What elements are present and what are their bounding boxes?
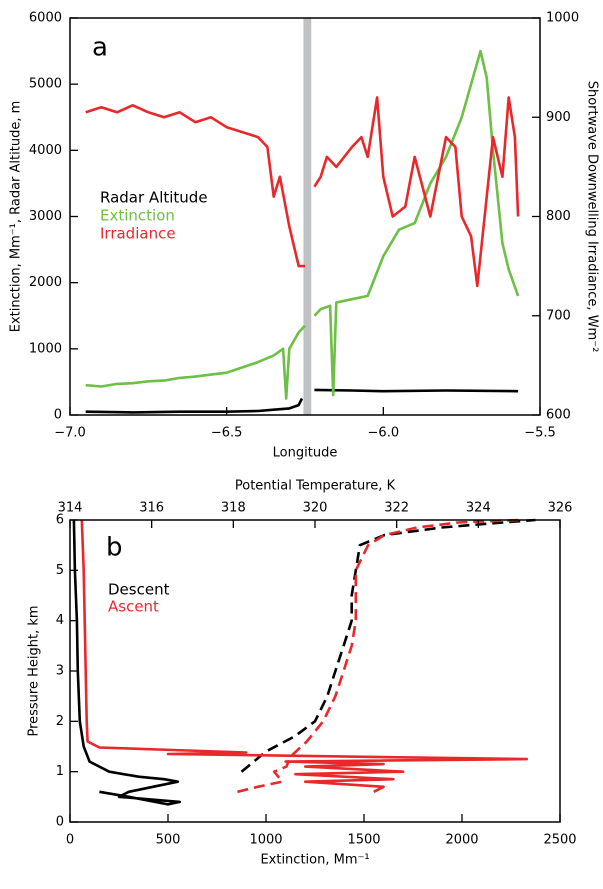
y2-tick-label: 800 (546, 209, 571, 224)
y2-tick-label: 700 (546, 308, 571, 323)
x-tick-label: −7.0 (54, 426, 86, 441)
panel-label: b (106, 533, 123, 563)
y-tick-label: 6000 (29, 11, 62, 26)
y-tick-label: 0 (54, 408, 62, 423)
series-line (85, 96, 520, 288)
x2-tick-label: 322 (384, 501, 409, 516)
y-tick-label: 5000 (29, 77, 62, 92)
x2-tick-label: 320 (303, 501, 328, 516)
x2-tick-label: 316 (139, 501, 164, 516)
x-tick-label: −6.0 (368, 426, 400, 441)
y-tick-label: 2000 (29, 275, 62, 290)
legend-entry: Radar Altitude (100, 189, 208, 207)
y-tick-label: 2 (56, 714, 64, 729)
y-tick-label: 4000 (29, 143, 62, 158)
legend-entry: Extinction (100, 207, 175, 225)
x2-tick-label: 318 (221, 501, 246, 516)
x-tick-label: 0 (66, 833, 74, 848)
y2-tick-label: 600 (546, 408, 571, 423)
series-line (85, 388, 519, 414)
legend-entry: Ascent (108, 598, 159, 616)
y-tick-label: 5 (56, 563, 64, 578)
x-tick-label: 2500 (543, 833, 576, 848)
series-line (72, 519, 182, 806)
y-tick-label: 4 (56, 613, 64, 628)
y2-tick-label: 1000 (546, 11, 579, 26)
y-tick-label: 3000 (29, 209, 62, 224)
x-axis-label: Longitude (273, 446, 338, 461)
series-line (240, 518, 536, 773)
y-axis-label: Pressure Height, km (27, 605, 42, 736)
shaded-region (303, 18, 312, 415)
y-tick-label: 3 (56, 664, 64, 679)
panel-label: a (92, 33, 108, 63)
y-tick-label: 1 (56, 764, 64, 779)
x2-tick-label: 326 (548, 501, 573, 516)
series-line (237, 518, 520, 794)
x-tick-label: −5.5 (524, 426, 556, 441)
series-line (80, 519, 528, 793)
y2-axis-label: Shortwave Downwelling Irradiance, Wm⁻² (585, 81, 600, 353)
y-tick-label: 6 (56, 513, 64, 528)
x-tick-label: −6.5 (211, 426, 243, 441)
legend-entry: Descent (108, 581, 170, 599)
x-tick-label: 1500 (347, 833, 380, 848)
x-tick-label: 1000 (249, 833, 282, 848)
legend-entry: Irradiance (100, 225, 176, 243)
y-axis-label: Extinction, Mm⁻¹, Radar Altitude, m (9, 101, 24, 333)
x2-tick-label: 314 (58, 501, 83, 516)
x2-tick-label: 324 (466, 501, 491, 516)
y2-tick-label: 900 (546, 110, 571, 125)
x-axis-label: Extinction, Mm⁻¹ (260, 853, 369, 868)
x2-axis-label: Potential Temperature, K (235, 479, 396, 494)
y-tick-label: 0 (56, 815, 64, 830)
y-tick-label: 1000 (29, 341, 62, 356)
x-tick-label: 2000 (445, 833, 478, 848)
x-tick-label: 500 (156, 833, 181, 848)
